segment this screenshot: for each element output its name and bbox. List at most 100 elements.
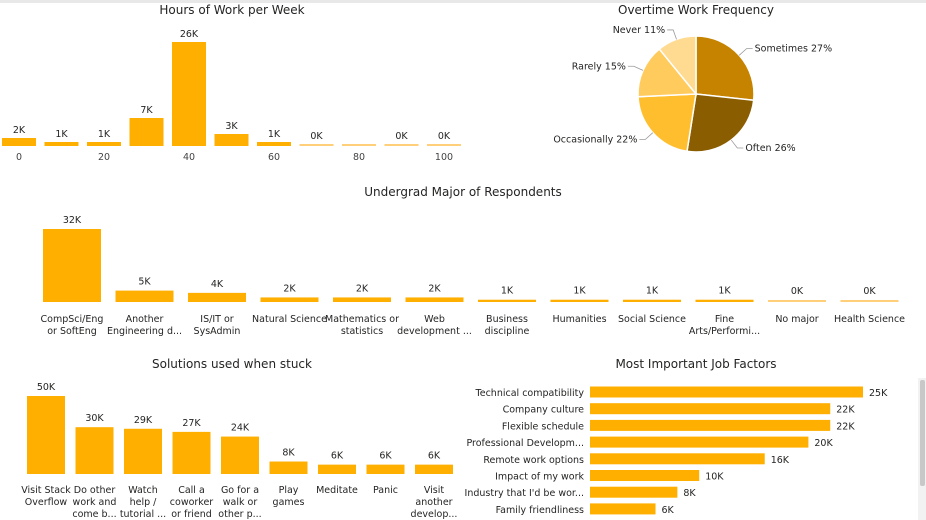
pie-label-sometimes: Sometimes 27% <box>755 44 833 55</box>
major-category-label: Web development ... <box>397 314 472 337</box>
job-factors-chart: Most Important Job Factors 25K22K22K20K1… <box>465 357 889 516</box>
major-category-label: Fine Arts/Performi... <box>689 314 760 337</box>
stuck-data-label: 6K <box>331 451 344 462</box>
top-border <box>0 0 926 3</box>
major-bar[interactable] <box>840 300 899 302</box>
major-data-label: 5K <box>138 277 151 288</box>
major-data-label: 2K <box>283 283 296 294</box>
hours-data-label: 2K <box>13 125 26 136</box>
stuck-data-label: 29K <box>134 415 153 426</box>
factors-data-label: 22K <box>836 405 855 416</box>
major-category-label: Mathematics or statistics <box>325 314 399 337</box>
stuck-category-label: Do other work and come b... <box>72 485 116 520</box>
hours-bar[interactable] <box>172 42 206 146</box>
stuck-chart-title: Solutions used when stuck <box>152 357 312 371</box>
pie-slice-often[interactable] <box>686 93 755 153</box>
stuck-bar[interactable] <box>318 464 356 474</box>
major-bar[interactable] <box>478 299 536 302</box>
major-data-label: 0K <box>791 286 804 297</box>
factors-bar[interactable] <box>590 403 831 415</box>
pie-slice-rarely[interactable] <box>637 48 698 98</box>
stuck-data-label: 8K <box>282 448 295 459</box>
hours-x-tick: 0 <box>16 152 22 163</box>
major-bar[interactable] <box>405 297 464 302</box>
stuck-bar[interactable] <box>75 427 114 474</box>
stuck-data-label: 6K <box>379 451 392 462</box>
hours-bar[interactable] <box>384 144 419 146</box>
hours-of-work-chart: Hours of Work per Week 2K 1K 1K 7K 26K 3K 1K 0K… <box>2 3 461 163</box>
stuck-bar[interactable] <box>269 461 308 474</box>
major-category-label: Natural Science <box>252 314 327 325</box>
hours-data-label: 3K <box>225 121 238 132</box>
hours-x-tick: 40 <box>183 152 195 163</box>
factors-chart-title: Most Important Job Factors <box>615 357 776 371</box>
pie-leader-line <box>730 139 744 149</box>
factors-bar[interactable] <box>590 436 809 448</box>
factors-category-label: Technical compatibility <box>475 388 585 399</box>
major-bar[interactable] <box>260 297 319 302</box>
hours-x-tick: 20 <box>98 152 110 163</box>
hours-data-label: 1K <box>55 129 68 140</box>
stuck-bar[interactable] <box>221 436 259 474</box>
hours-data-label: 0K <box>310 131 323 142</box>
stuck-category-label: Go for a walk or other p... <box>218 485 261 520</box>
hours-bar[interactable] <box>129 118 164 146</box>
pie-slice-sometimes[interactable] <box>695 35 755 102</box>
factors-data-label: 25K <box>869 388 888 399</box>
pie-leader-line <box>639 132 654 140</box>
hours-data-label: 1K <box>98 129 111 140</box>
hours-data-label: 1K <box>268 129 281 140</box>
hours-bar[interactable] <box>342 144 376 146</box>
factors-bar[interactable] <box>590 453 765 465</box>
major-bar[interactable] <box>115 290 174 302</box>
stuck-data-label: 27K <box>182 418 201 429</box>
pie-leader-line <box>667 29 677 40</box>
stuck-bar[interactable] <box>27 396 65 474</box>
hours-bar[interactable] <box>44 142 79 146</box>
pie-slice-never[interactable] <box>658 35 697 97</box>
stuck-bar[interactable] <box>172 431 211 474</box>
major-bar[interactable] <box>188 292 246 302</box>
stuck-data-label: 6K <box>428 451 441 462</box>
major-category-label: Business discipline <box>485 314 530 337</box>
major-category-label: Humanities <box>552 314 606 325</box>
factors-bar[interactable] <box>590 419 831 431</box>
hours-data-label: 7K <box>140 105 153 116</box>
pie-leader-line <box>738 48 753 56</box>
major-bar[interactable] <box>695 299 754 302</box>
major-bar[interactable] <box>550 299 609 302</box>
factors-bar[interactable] <box>590 503 656 515</box>
overtime-frequency-chart: Overtime Work Frequency Sometimes 27% Oft… <box>553 3 833 154</box>
factors-category-label: Family friendliness <box>496 505 584 516</box>
major-chart-title: Undergrad Major of Respondents <box>364 185 562 199</box>
factors-category-label: Flexible schedule <box>502 421 584 432</box>
factors-bar[interactable] <box>590 470 700 481</box>
stuck-bar[interactable] <box>415 464 453 474</box>
overtime-chart-title: Overtime Work Frequency <box>618 3 774 17</box>
hours-bar[interactable] <box>299 144 334 146</box>
hours-data-label: 0K <box>438 131 451 142</box>
major-data-label: 2K <box>356 283 369 294</box>
hours-bar[interactable] <box>214 134 249 146</box>
major-data-label: 4K <box>211 279 224 290</box>
major-data-label: 1K <box>501 286 514 297</box>
major-bar[interactable] <box>43 229 101 302</box>
stuck-category-label: Visit another develop... <box>411 485 458 520</box>
hours-bar[interactable] <box>2 138 36 146</box>
stuck-bar[interactable] <box>124 428 162 474</box>
major-category-label: No major <box>775 314 818 325</box>
stuck-bar[interactable] <box>366 464 405 474</box>
major-bar[interactable] <box>333 297 391 302</box>
pie-slice-occasionally[interactable] <box>637 93 697 153</box>
hours-bar[interactable] <box>87 142 121 146</box>
major-bar[interactable] <box>623 299 681 302</box>
scrollbar-thumb[interactable] <box>920 380 925 486</box>
major-bar[interactable] <box>768 300 826 302</box>
stuck-category-label: Call a coworker or friend <box>170 485 214 520</box>
hours-bar[interactable] <box>257 142 291 146</box>
factors-bar[interactable] <box>590 386 863 398</box>
factors-category-label: Industry that I'd be wor... <box>465 488 584 499</box>
hours-bar[interactable] <box>427 144 461 146</box>
factors-bar[interactable] <box>590 486 678 498</box>
hours-data-label: 26K <box>180 29 199 40</box>
